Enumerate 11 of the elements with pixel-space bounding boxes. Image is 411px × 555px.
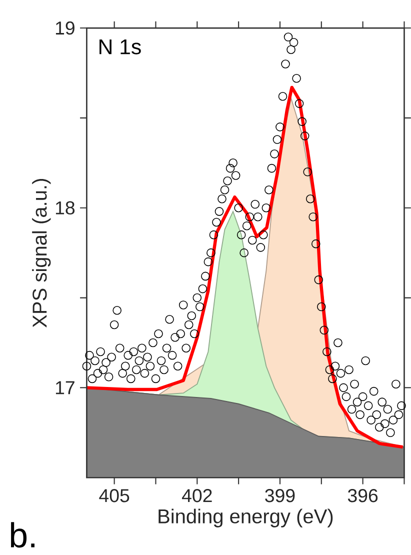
x-tick-label: 402 (182, 488, 212, 502)
y-tick-label: 18 (56, 201, 74, 214)
y-tick-label: 17 (56, 381, 74, 394)
text: b. (10, 522, 34, 548)
x-tick-label: 396 (348, 488, 378, 502)
x-tick-label: 405 (98, 488, 129, 502)
annotation: N 1s (99, 39, 141, 54)
y-tick-label: 19 (56, 21, 74, 35)
y-axis-title: XPS signal (a.u.) (32, 179, 50, 328)
x-axis-title: Binding energy (eV) (158, 508, 332, 528)
x-tick-label: 399 (264, 488, 294, 502)
